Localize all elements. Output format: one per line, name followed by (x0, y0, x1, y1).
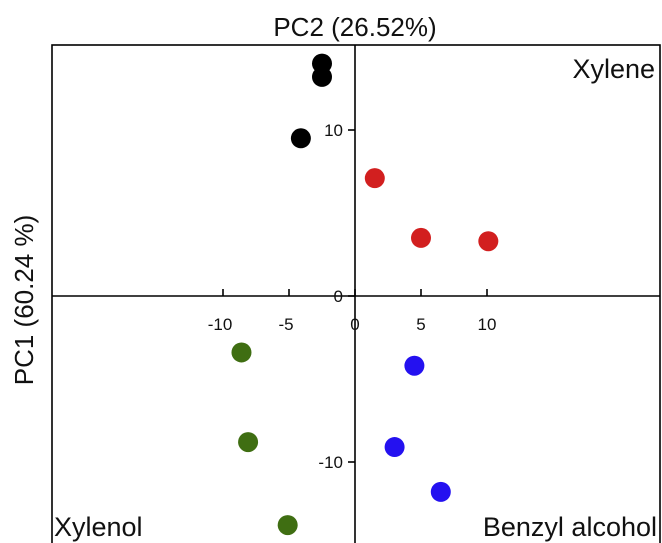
x-tick-label: 0 (350, 315, 359, 334)
data-point-s3-p2 (430, 481, 451, 502)
chart-title: PC2 (26.52%) (273, 12, 436, 42)
label-benzyl-alcohol: Benzyl alcohol (483, 512, 657, 542)
data-point-s0-p2 (290, 128, 311, 149)
data-point-s3-p1 (384, 437, 405, 458)
scatter-points (231, 53, 499, 536)
data-point-s0-p1 (312, 66, 332, 87)
x-tick-label: -5 (278, 315, 293, 334)
axis-ticks: -10 -5 0 5 10 10 0 -10 (208, 121, 497, 472)
data-point-s2-p0 (231, 342, 252, 363)
data-point-s1-p0 (364, 168, 385, 189)
label-xylene: Xylene (572, 54, 655, 84)
data-point-s2-p1 (238, 432, 259, 453)
x-tick-label: -10 (208, 315, 233, 334)
data-point-s3-p0 (404, 355, 425, 376)
y-tick-label: -10 (318, 453, 343, 472)
y-axis-label: PC1 (60.24 %) (9, 215, 39, 386)
y-tick-label: 10 (324, 121, 343, 140)
x-tick-label: 10 (478, 315, 497, 334)
label-xylenol: Xylenol (54, 512, 143, 542)
data-point-s1-p1 (411, 227, 431, 248)
plot-frame (51, 44, 661, 543)
data-point-s2-p2 (277, 515, 298, 536)
data-point-s1-p2 (478, 231, 499, 252)
x-tick-label: 5 (416, 315, 425, 334)
y-tick-label: 0 (334, 287, 343, 306)
